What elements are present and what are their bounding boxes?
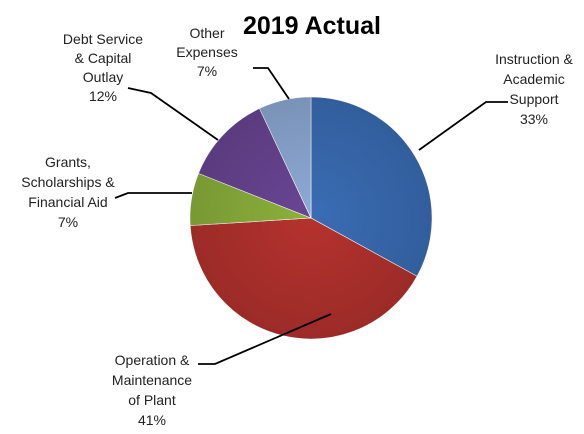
slice-label-debt-line-3: Outlay bbox=[83, 69, 123, 85]
slice-label-grants-line-3: Financial Aid bbox=[28, 194, 107, 210]
slice-label-debt-line-1: Debt Service bbox=[63, 31, 143, 47]
pie-slices bbox=[189, 96, 433, 340]
leader-line-grants bbox=[114, 192, 192, 199]
leader-line-other bbox=[253, 67, 290, 100]
chart-title: 2019 Actual bbox=[243, 12, 381, 40]
slice-label-instruction-line-3: Support bbox=[509, 91, 558, 107]
slice-value-grants: 7% bbox=[58, 214, 78, 230]
slice-value-debt: 12% bbox=[89, 88, 117, 104]
slice-label-instruction-line-2: Academic bbox=[503, 71, 564, 87]
slice-label-debt-line-2: & Capital bbox=[75, 50, 132, 66]
slice-value-operation: 41% bbox=[138, 412, 166, 428]
slice-value-instruction: 33% bbox=[520, 111, 548, 127]
leader-line-instruction bbox=[418, 101, 508, 151]
slice-label-operation-line-2: Maintenance bbox=[112, 372, 192, 388]
slice-label-other-line-1: Other bbox=[189, 25, 224, 41]
slice-value-other: 7% bbox=[197, 63, 217, 79]
leader-line-operation bbox=[198, 313, 332, 365]
slice-label-operation-line-3: of Plant bbox=[128, 392, 176, 408]
leader-line-debt bbox=[127, 87, 219, 141]
slice-label-grants-line-2: Scholarships & bbox=[21, 174, 115, 190]
slice-label-operation-line-1: Operation & bbox=[115, 352, 190, 368]
slice-label-instruction-line-1: Instruction & bbox=[495, 51, 573, 67]
slice-label-grants-line-1: Grants, bbox=[45, 154, 91, 170]
slice-labels: Instruction & Academic Support 33% Operation… bbox=[21, 25, 573, 428]
slice-label-other-line-2: Expenses bbox=[176, 44, 237, 60]
leader-lines bbox=[114, 67, 508, 365]
